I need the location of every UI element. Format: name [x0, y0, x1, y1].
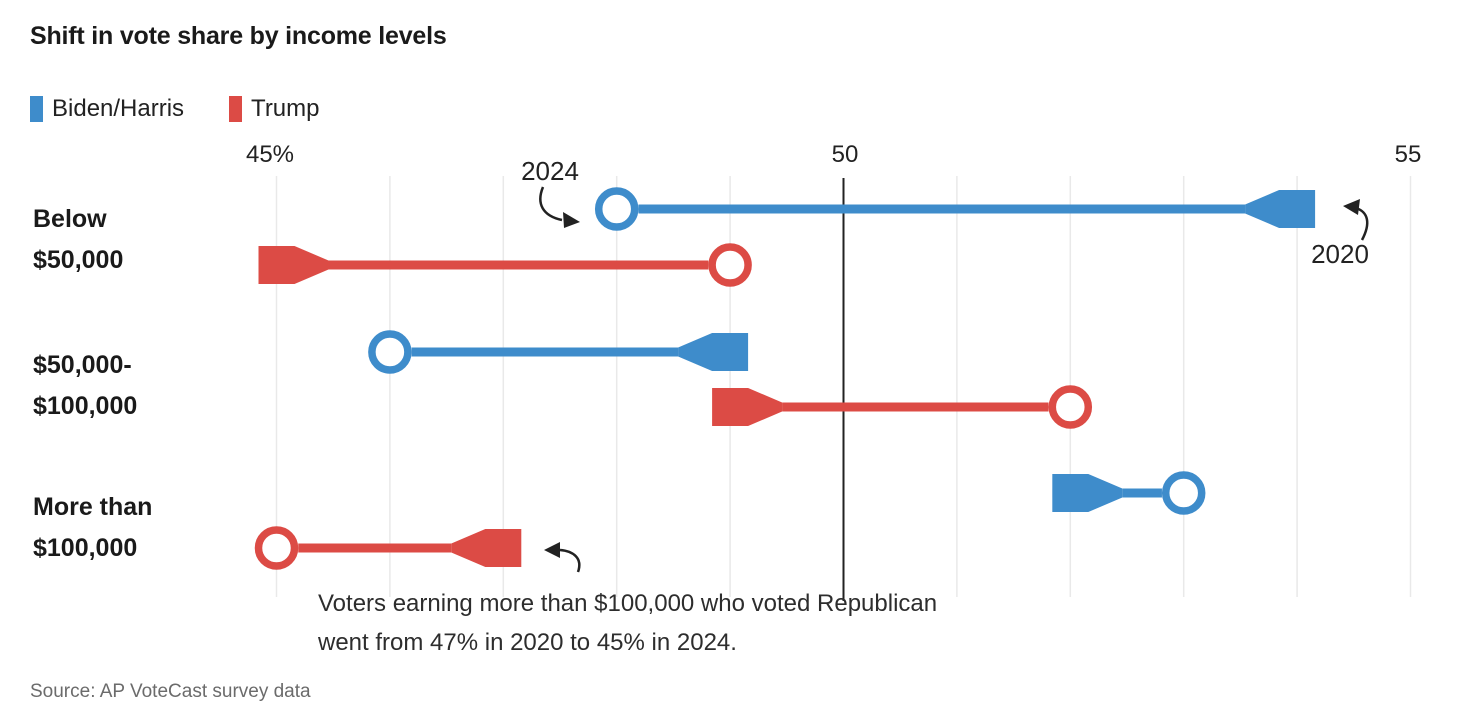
marker-2024-trump-0 [708, 243, 752, 287]
marker-2024-biden-harris-0 [594, 187, 639, 231]
x-axis-tick-55: 55 [1394, 141, 1422, 168]
legend: Biden/Harris Trump [30, 95, 320, 123]
page-title: Shift in vote share by income levels [30, 22, 447, 50]
legend-label-biden-harris: Biden/Harris [52, 95, 185, 122]
source-line: Source: AP VoteCast survey data [30, 681, 311, 702]
legend-label-trump: Trump [251, 95, 320, 122]
arrow-2024-head [563, 212, 580, 228]
flare-2020-biden-harris-0 [1245, 190, 1316, 228]
marker-2024-trump-1 [1048, 385, 1093, 429]
flare-2020-trump-2 [451, 529, 522, 567]
flare-2020-biden-harris-2 [1052, 474, 1123, 512]
flare-2020-biden-harris-1 [678, 333, 749, 371]
arrow-2020-head [1343, 199, 1360, 215]
trump-swatch [229, 96, 243, 122]
flare-2020-trump-0 [258, 246, 329, 284]
x-axis-tick-50: 50 [831, 141, 859, 168]
year-label-2020: 2020 [1311, 239, 1369, 269]
marker-2024-trump-2 [254, 526, 299, 570]
category-label-below-50k: Below $50,000 [33, 205, 124, 274]
flare-2020-trump-1 [712, 388, 783, 426]
callout-note: Voters earning more than $100,000 who vo… [318, 590, 938, 656]
legend-item-biden-harris: Biden/Harris [30, 95, 184, 123]
arrow-2024 [539, 186, 563, 222]
arrow-callout-head [544, 542, 560, 558]
marker-2024-biden-harris-1 [368, 330, 412, 374]
arrow-2020 [1355, 206, 1369, 241]
marker-2024-biden-harris-2 [1161, 471, 1206, 515]
arrow-callout [559, 548, 581, 573]
biden-harris-swatch [30, 96, 43, 122]
category-label-more-100k: More than $100,000 [33, 493, 153, 562]
x-axis-tick-45: 45% [245, 141, 295, 168]
category-label-50k-100k: $50,000- $100,000 [33, 351, 138, 420]
year-label-2024: 2024 [521, 156, 579, 186]
legend-item-trump: Trump [229, 95, 320, 123]
